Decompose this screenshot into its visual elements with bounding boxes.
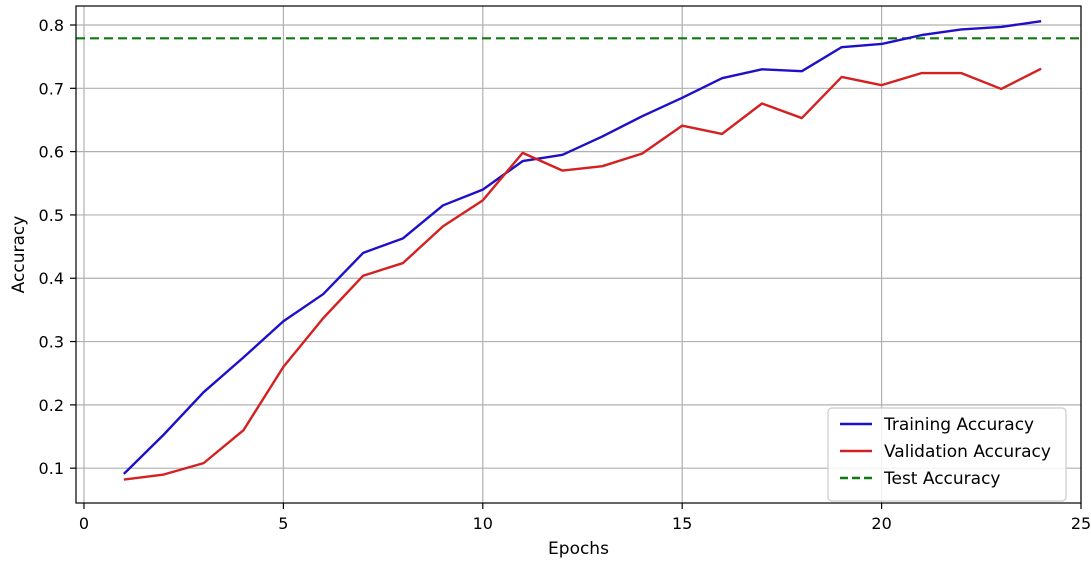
y-axis-label: Accuracy (9, 216, 29, 294)
y-tick-label: 0.3 (39, 333, 64, 352)
y-tick-label: 0.8 (39, 16, 64, 35)
y-tick-label: 0.4 (39, 269, 64, 288)
x-tick-label: 10 (473, 514, 493, 533)
y-tick-label: 0.6 (39, 143, 64, 162)
training-accuracy-line (123, 20, 1042, 475)
legend-box (827, 407, 1067, 502)
validation-accuracy-line (123, 67, 1042, 481)
y-tick-label: 0.2 (39, 396, 64, 415)
x-tick-label: 5 (278, 514, 288, 533)
legend-label: Training Accuracy (883, 415, 1034, 435)
y-axis: 0.1 0.2 0.3 0.4 0.5 0.6 0.7 0.8 (39, 16, 76, 478)
x-tick-label: 25 (1071, 514, 1091, 533)
x-tick-label: 15 (672, 514, 692, 533)
plot-frame (75, 5, 1082, 504)
legend-label: Validation Accuracy (884, 442, 1051, 462)
x-tick-label: 20 (871, 514, 891, 533)
x-axis: 0 5 10 15 20 25 (79, 503, 1091, 533)
y-tick-label: 0.7 (39, 79, 64, 98)
legend-label: Test Accuracy (883, 469, 1001, 489)
x-axis-label: Epochs (548, 539, 609, 559)
x-tick-label: 0 (79, 514, 89, 533)
legend: Training Accuracy Validation Accuracy Test… (827, 407, 1067, 502)
y-tick-label: 0.5 (39, 206, 64, 225)
series-lines (123, 20, 1042, 481)
y-tick-label: 0.1 (39, 459, 64, 478)
